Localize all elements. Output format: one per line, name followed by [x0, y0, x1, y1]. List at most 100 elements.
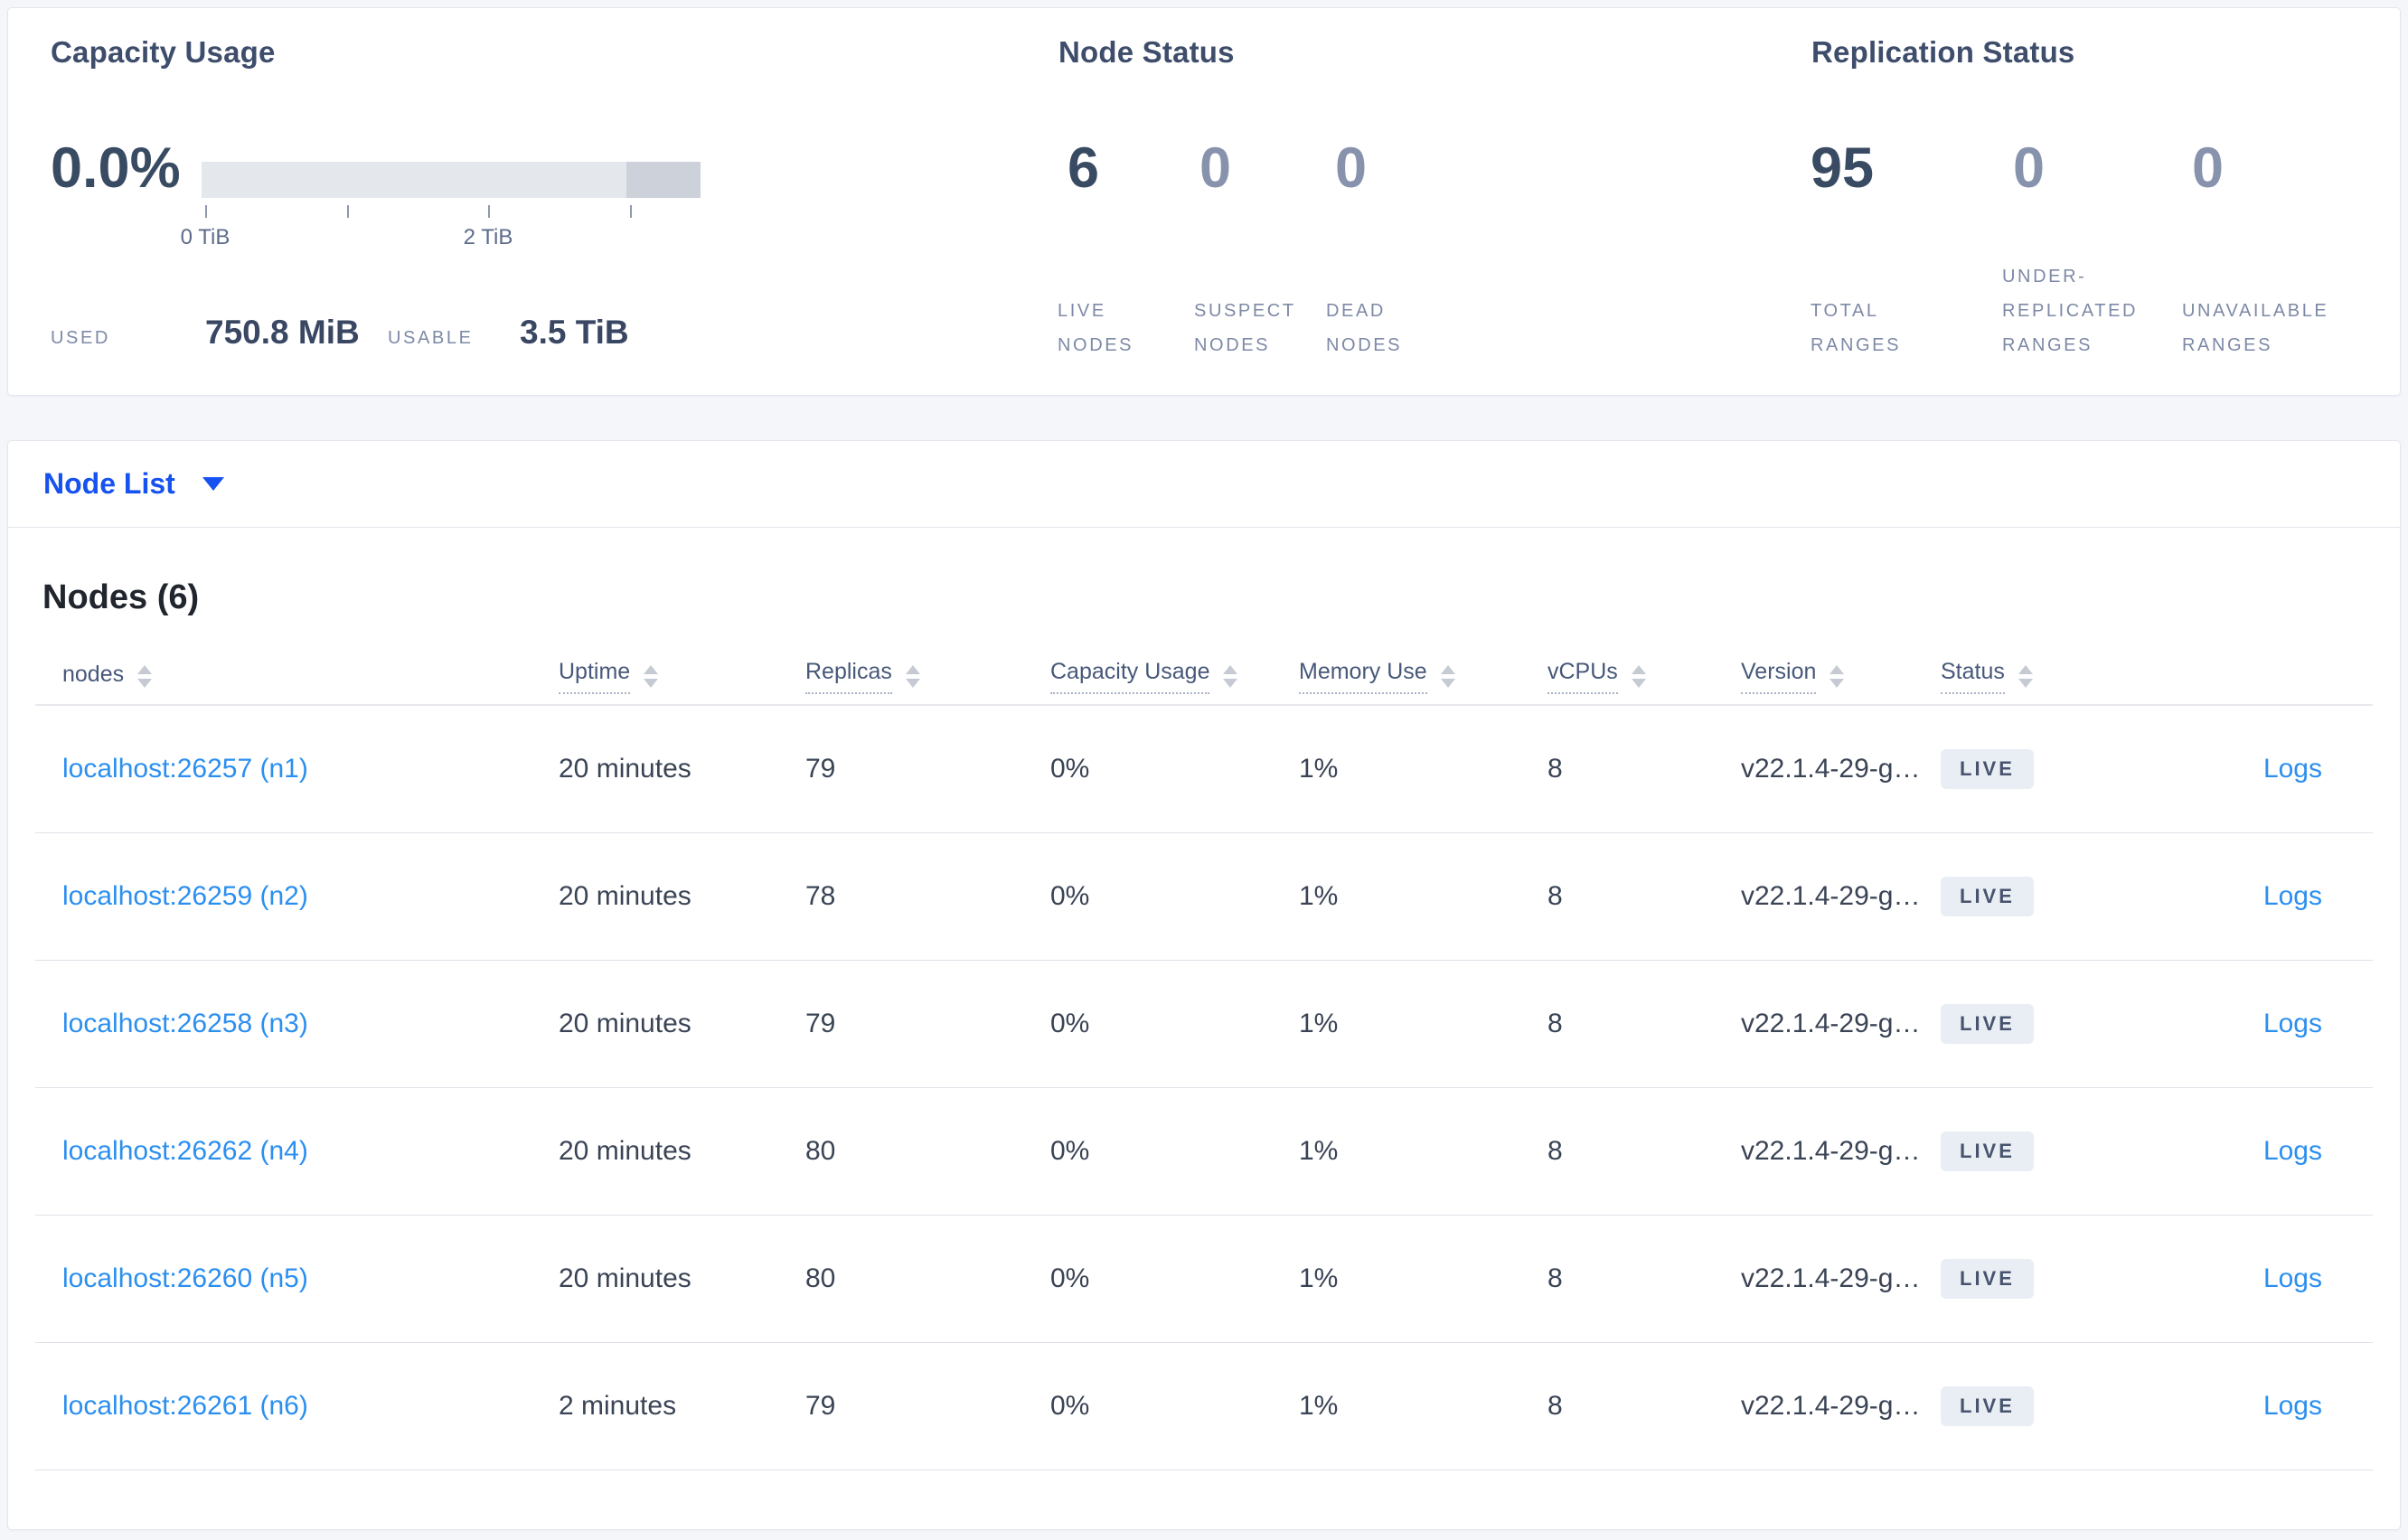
logs-link[interactable]: Logs	[2262, 1136, 2322, 1166]
capacity-axis-tick	[488, 205, 490, 218]
table-row: localhost:26259 (n2) 20 minutes 78 0% 1%…	[35, 833, 2373, 961]
capacity-usable-label: USABLE	[388, 328, 474, 348]
column-header-status[interactable]: Status	[1941, 659, 2194, 694]
column-header-replicas[interactable]: Replicas	[805, 659, 1050, 694]
table-row: localhost:26261 (n6) 2 minutes 79 0% 1% …	[35, 1343, 2373, 1470]
node-link[interactable]: localhost:26259 (n2)	[62, 881, 308, 911]
uptime-cell: 20 minutes	[559, 1009, 691, 1038]
sort-icon	[2018, 664, 2033, 688]
status-badge: LIVE	[1941, 1132, 2034, 1171]
sort-icon	[1631, 664, 1646, 688]
vcpus-cell: 8	[1547, 1391, 1563, 1421]
memory-cell: 1%	[1299, 881, 1339, 911]
total-ranges-count: 95	[1811, 136, 1875, 200]
node-link[interactable]: localhost:26257 (n1)	[62, 754, 308, 784]
capacity-cell: 0%	[1050, 881, 1090, 911]
suspect-nodes-label: SUSPECT NODES	[1194, 301, 1296, 355]
column-header-vcpus[interactable]: vCPUs	[1547, 659, 1741, 694]
node-list-dropdown-label: Node List	[43, 467, 175, 500]
chevron-down-icon	[202, 477, 224, 491]
status-badge: LIVE	[1941, 1259, 2034, 1299]
suspect-nodes-count: 0	[1199, 136, 1232, 200]
node-link[interactable]: localhost:26258 (n3)	[62, 1009, 308, 1038]
nodes-table-header: nodes Uptime Replicas Capacity Usage Mem…	[35, 648, 2373, 706]
node-link[interactable]: localhost:26262 (n4)	[62, 1136, 308, 1166]
capacity-used-value: 750.8 MiB	[205, 314, 360, 351]
logs-link[interactable]: Logs	[2262, 881, 2322, 911]
memory-cell: 1%	[1299, 1263, 1339, 1293]
version-cell: v22.1.4-29-g…	[1741, 881, 1921, 911]
capacity-bar-end-segment	[626, 162, 701, 198]
under-replicated-ranges-label: UNDER-REPLICATED RANGES	[2002, 267, 2139, 355]
capacity-percent-value: 0.0%	[51, 136, 181, 200]
cluster-summary-card: Capacity Usage 0.0% 0 TiB 2 TiB USED 750…	[7, 7, 2401, 396]
sort-icon	[644, 664, 659, 688]
column-header-version[interactable]: Version	[1741, 659, 1941, 694]
vcpus-cell: 8	[1547, 1009, 1563, 1038]
replicas-cell: 78	[805, 881, 836, 911]
replicas-cell: 79	[805, 754, 836, 784]
status-badge: LIVE	[1941, 877, 2034, 916]
capacity-axis-tick	[205, 205, 207, 218]
uptime-cell: 20 minutes	[559, 1263, 691, 1293]
view-selector-bar: Node List	[8, 441, 2400, 528]
live-nodes-label: LIVE NODES	[1058, 301, 1134, 355]
node-list-dropdown[interactable]: Node List	[43, 467, 224, 501]
unavailable-ranges-label: UNAVAILABLE RANGES	[2182, 301, 2329, 355]
vcpus-cell: 8	[1547, 1136, 1563, 1166]
uptime-cell: 20 minutes	[559, 754, 691, 784]
logs-link[interactable]: Logs	[2262, 1009, 2322, 1038]
memory-cell: 1%	[1299, 1009, 1339, 1038]
capacity-cell: 0%	[1050, 1009, 1090, 1038]
status-badge: LIVE	[1941, 749, 2034, 789]
capacity-usable-value: 3.5 TiB	[520, 314, 629, 351]
table-row: localhost:26258 (n3) 20 minutes 79 0% 1%…	[35, 961, 2373, 1088]
column-header-capacity-usage[interactable]: Capacity Usage	[1050, 659, 1299, 694]
capacity-tick-label-0: 0 TiB	[180, 225, 230, 249]
sort-icon	[137, 664, 153, 688]
capacity-usage-title: Capacity Usage	[51, 35, 276, 69]
logs-link[interactable]: Logs	[2262, 1391, 2322, 1421]
node-link[interactable]: localhost:26261 (n6)	[62, 1391, 308, 1421]
node-link[interactable]: localhost:26260 (n5)	[62, 1263, 308, 1293]
column-header-memory-use[interactable]: Memory Use	[1299, 659, 1547, 694]
version-cell: v22.1.4-29-g…	[1741, 1263, 1921, 1293]
capacity-cell: 0%	[1050, 1136, 1090, 1166]
replicas-cell: 80	[805, 1263, 836, 1293]
sort-icon	[905, 664, 920, 688]
capacity-axis-tick	[630, 205, 632, 218]
unavailable-ranges-count: 0	[2192, 136, 2225, 200]
dead-nodes-count: 0	[1335, 136, 1368, 200]
version-cell: v22.1.4-29-g…	[1741, 1009, 1921, 1038]
sort-icon	[1223, 664, 1238, 688]
logs-link[interactable]: Logs	[2262, 1263, 2322, 1293]
total-ranges-label: TOTAL RANGES	[1811, 301, 1902, 355]
memory-cell: 1%	[1299, 1136, 1339, 1166]
column-header-uptime[interactable]: Uptime	[559, 659, 805, 694]
capacity-cell: 0%	[1050, 754, 1090, 784]
capacity-cell: 0%	[1050, 1391, 1090, 1421]
memory-cell: 1%	[1299, 754, 1339, 784]
capacity-usage-bar	[202, 162, 701, 198]
status-badge: LIVE	[1941, 1386, 2034, 1426]
capacity-cell: 0%	[1050, 1263, 1090, 1293]
logs-link[interactable]: Logs	[2262, 754, 2322, 784]
version-cell: v22.1.4-29-g…	[1741, 1391, 1921, 1421]
nodes-table-area: Nodes (6) nodes Uptime Replicas Capacity…	[8, 578, 2400, 1470]
node-list-card: Node List Nodes (6) nodes Uptime Replica…	[7, 440, 2401, 1530]
uptime-cell: 2 minutes	[559, 1391, 677, 1421]
capacity-axis-tick	[347, 205, 349, 218]
replicas-cell: 79	[805, 1009, 836, 1038]
replicas-cell: 79	[805, 1391, 836, 1421]
version-cell: v22.1.4-29-g…	[1741, 754, 1921, 784]
sort-icon	[1830, 664, 1845, 688]
column-header-nodes[interactable]: nodes	[35, 662, 559, 691]
memory-cell: 1%	[1299, 1391, 1339, 1421]
table-row: localhost:26262 (n4) 20 minutes 80 0% 1%…	[35, 1088, 2373, 1216]
live-nodes-count: 6	[1068, 136, 1100, 200]
vcpus-cell: 8	[1547, 881, 1563, 911]
vcpus-cell: 8	[1547, 754, 1563, 784]
dead-nodes-label: DEAD NODES	[1326, 301, 1403, 355]
capacity-used-label: USED	[51, 328, 110, 348]
